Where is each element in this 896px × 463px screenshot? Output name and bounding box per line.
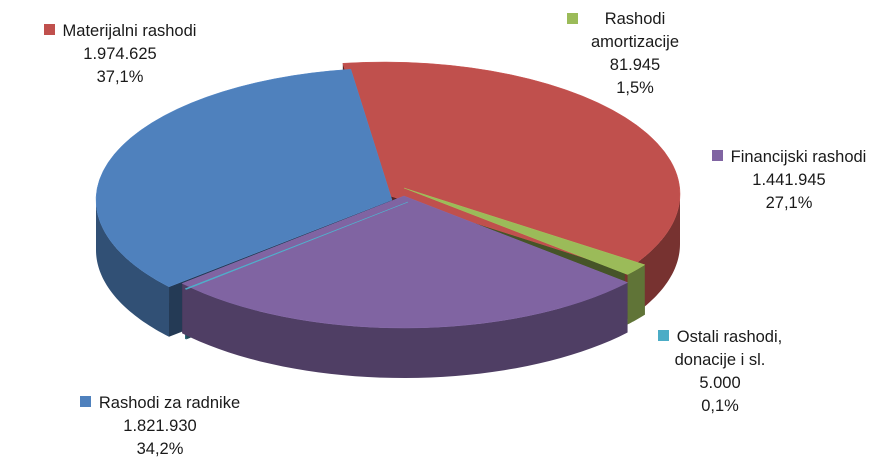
pie-top-faces	[95, 61, 681, 329]
label-value: 81.945	[609, 56, 661, 74]
label-name-line-2: amortizacije	[590, 33, 680, 51]
label-name: Rashodi za radnike	[98, 394, 241, 412]
slice-2-outer-wall-0	[182, 282, 628, 378]
label-value: 5.000	[699, 374, 741, 392]
slice-ostali-rashodi-donacije-i-sl	[184, 201, 409, 290]
slice-financijski-rashodi	[181, 195, 629, 329]
swatch-ostali-rashodi	[657, 330, 669, 341]
label-financijski-rashodi: Financijski rashodi 1.441.945 27,1%	[686, 146, 892, 215]
label-percent: 27,1%	[765, 194, 813, 212]
swatch-materijalni-rashodi	[43, 24, 55, 35]
slice-materijalni-rashodi	[342, 61, 681, 272]
label-percent: 34,2%	[136, 440, 184, 458]
label-percent: 1,5%	[616, 79, 654, 97]
label-percent: 37,1%	[96, 68, 144, 86]
label-rashodi-za-radnike: Rashodi za radnike 1.821.930 34,2%	[48, 392, 272, 461]
slice-1-outer-wall-0	[627, 264, 645, 325]
label-value: 1.821.930	[123, 417, 197, 435]
label-rashodi-amortizacije: Rashodi amortizacije 81.945 1,5%	[560, 8, 710, 100]
label-value: 1.441.945	[752, 171, 826, 189]
label-name-line-1: Rashodi	[604, 10, 666, 28]
label-ostali-rashodi: Ostali rashodi, donacije i sl. 5.000 0,1…	[630, 326, 810, 418]
swatch-financijski-rashodi	[711, 150, 723, 161]
label-name-line-1: Ostali rashodi,	[676, 328, 783, 346]
label-name-line-2: donacije i sl.	[674, 351, 766, 369]
label-value: 1.974.625	[83, 45, 157, 63]
label-name: Financijski rashodi	[730, 148, 867, 166]
swatch-rashodi-za-radnike	[79, 396, 91, 407]
label-percent: 0,1%	[701, 397, 739, 415]
slice-4-outer-wall-0	[96, 200, 170, 337]
slice-rashodi-amortizacije	[403, 187, 646, 275]
swatch-rashodi-amortizacije	[567, 13, 578, 24]
slice-rashodi-za-radnike	[95, 69, 393, 288]
label-materijalni-rashodi: Materijalni rashodi 1.974.625 37,1%	[12, 20, 228, 89]
label-name: Materijalni rashodi	[62, 22, 197, 40]
